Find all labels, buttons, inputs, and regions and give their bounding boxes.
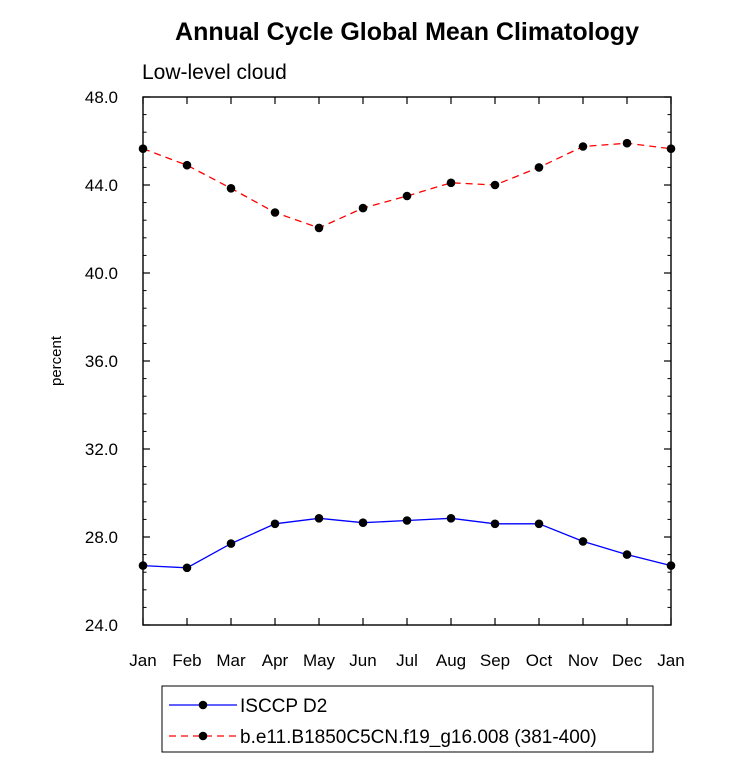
- series-layer: [138, 138, 676, 573]
- x-tick-label: Aug: [436, 651, 466, 670]
- series-1-point: [270, 208, 280, 217]
- series-1-point: [622, 138, 632, 148]
- y-tick-label: 40.0: [85, 264, 118, 283]
- x-tick-label: May: [303, 651, 336, 670]
- series-0-point: [358, 518, 368, 527]
- y-tick-label: 36.0: [85, 352, 118, 371]
- x-tick-label: Nov: [568, 651, 599, 670]
- series-1-point: [358, 203, 368, 213]
- legend-label-isccp: ISCCP D2: [240, 696, 327, 717]
- series-1-point: [534, 163, 544, 172]
- legend-marker-model: [198, 731, 208, 741]
- series-1-point: [402, 191, 412, 201]
- series-0-point: [270, 519, 280, 529]
- series-0-point: [446, 514, 456, 523]
- series-1-point: [578, 142, 588, 151]
- series-0-point: [622, 550, 632, 559]
- legend-box: [161, 685, 654, 753]
- axis-ticks: [142, 96, 672, 626]
- x-tick-label: Jan: [129, 651, 156, 670]
- y-tick-label: 48.0: [85, 88, 118, 107]
- series-line-1: [142, 142, 672, 229]
- series-0-point: [138, 561, 148, 570]
- x-tick-label: Jan: [657, 651, 684, 670]
- legend-label-model: b.e11.B1850C5CN.f19_g16.008 (381-400): [240, 727, 597, 748]
- series-0-point: [314, 514, 324, 523]
- plot-frame: [142, 96, 672, 626]
- series-1-point: [226, 184, 236, 193]
- y-axis-label: percent: [48, 335, 65, 386]
- series-0-point: [534, 519, 544, 529]
- x-tick-label: Oct: [526, 651, 553, 670]
- x-tick-label: Jun: [349, 651, 376, 670]
- chart-title: Annual Cycle Global Mean Climatology: [175, 18, 639, 46]
- legend-marker-isccp: [198, 700, 208, 710]
- series-0-point: [578, 537, 588, 546]
- series-0-point: [182, 563, 192, 573]
- series-1-point: [314, 223, 324, 233]
- y-tick-label: 24.0: [85, 616, 118, 635]
- y-tick-label: 44.0: [85, 176, 118, 195]
- tick-labels: Jan Feb Mar Apr May Jun Jul Aug Sep Oct Nov Dec Jan 2…: [85, 88, 685, 670]
- series-line-0: [142, 517, 672, 569]
- chart-subtitle: Low-level cloud: [142, 61, 287, 84]
- series-1-point: [446, 178, 456, 188]
- legend-entry-isccp: ISCCP D2: [169, 696, 327, 717]
- x-tick-label: Feb: [172, 651, 201, 670]
- series-0-point: [490, 519, 500, 529]
- series-0-point: [402, 516, 412, 525]
- y-tick-label: 32.0: [85, 440, 118, 459]
- series-1-point: [182, 160, 192, 170]
- x-tick-label: Dec: [612, 651, 643, 670]
- x-tick-label: Jul: [396, 651, 418, 670]
- x-tick-label: Sep: [480, 651, 510, 670]
- series-1-point: [490, 180, 500, 190]
- series-0-point: [226, 539, 236, 548]
- series-1-point: [666, 144, 676, 153]
- series-1-point: [138, 144, 148, 153]
- x-tick-label: Apr: [262, 651, 289, 670]
- x-tick-label: Mar: [216, 651, 246, 670]
- legend-entry-model: b.e11.B1850C5CN.f19_g16.008 (381-400): [169, 727, 597, 748]
- y-tick-label: 28.0: [85, 528, 118, 547]
- series-0-point: [666, 561, 676, 570]
